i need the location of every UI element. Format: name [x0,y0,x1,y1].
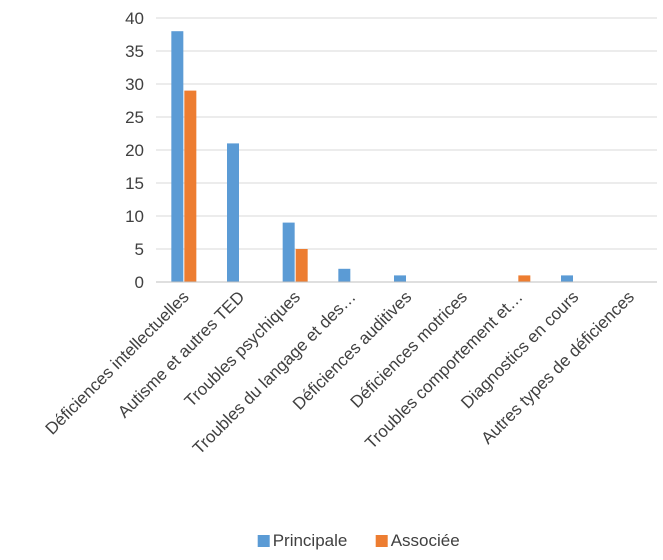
bar-associée-6 [518,275,531,282]
y-tick-label: 5 [135,240,144,259]
y-tick-label: 30 [125,75,144,94]
y-axis-tick-labels: 0 5 10 15 20 25 30 35 40 [125,9,144,292]
y-tick-label: 40 [125,9,144,28]
legend-label: Associée [391,531,460,550]
bar-principale-4 [394,275,406,282]
y-tick-label: 35 [125,42,144,61]
gridlines [156,17,657,250]
bar-principale-7 [561,275,573,282]
y-tick-label: 20 [125,141,144,160]
bar-principale-3 [338,268,351,282]
y-tick-label: 0 [135,273,144,292]
y-tick-label: 10 [125,207,144,226]
bar-associée-2 [295,249,308,282]
legend-swatch-principale [257,535,270,547]
bar-principale-1 [227,143,239,282]
bars [171,31,573,283]
legend: Principale Associée [257,531,460,550]
legend-swatch-associée [375,535,388,547]
bar-principale-2 [282,222,295,282]
bar-principale-0 [171,31,184,283]
legend-label: Principale [273,531,348,550]
y-tick-label: 15 [125,174,144,193]
bar-associée-0 [184,90,197,282]
y-tick-label: 25 [125,108,144,127]
